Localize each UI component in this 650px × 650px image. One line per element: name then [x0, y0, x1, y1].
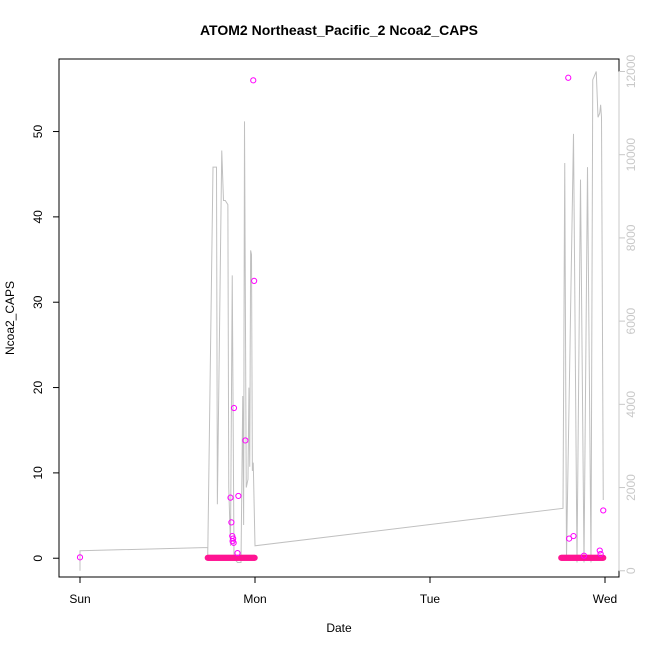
data-point	[596, 547, 603, 554]
data-point	[230, 539, 237, 546]
x-tick-label: Mon	[243, 592, 266, 606]
x-tick-label: Wed	[593, 592, 617, 606]
plot-frame	[58, 58, 620, 578]
data-point	[580, 552, 588, 559]
y2-tick-label: 2000	[624, 474, 638, 501]
data-point	[242, 437, 249, 444]
y2-axis: 0 2000 4000 6000 8000 10000 12000	[618, 54, 638, 574]
x-axis-label: Date	[326, 621, 352, 635]
data-point	[566, 535, 573, 542]
line-series	[79, 71, 604, 571]
chart-title: ATOM2 Northeast_Pacific_2 Ncoa2_CAPS	[200, 22, 478, 38]
data-point	[228, 519, 235, 526]
data-point	[570, 532, 577, 540]
x-axis: Sun Mon Tue Wed	[69, 576, 617, 606]
data-point	[234, 550, 241, 557]
x-tick-label: Sun	[69, 592, 90, 606]
y2-tick-label: 6000	[624, 307, 638, 334]
x-tick-label: Tue	[420, 592, 441, 606]
y2-tick-label: 10000	[624, 138, 638, 172]
data-point	[251, 554, 258, 561]
y2-tick-label: 0	[624, 567, 638, 574]
data-point	[565, 74, 572, 81]
point-series	[76, 74, 607, 561]
y-tick-label: 30	[31, 295, 45, 309]
y-tick-label: 10	[31, 466, 45, 480]
y2-tick-label: 12000	[624, 54, 638, 88]
y-axis-label: Ncoa2_CAPS	[3, 281, 17, 355]
y-tick-label: 50	[31, 125, 45, 139]
y2-tick-label: 4000	[624, 391, 638, 418]
y-axis: 0 10 20 30 40 50	[31, 125, 60, 562]
y2-tick-label: 8000	[624, 224, 638, 251]
y-tick-label: 40	[31, 210, 45, 224]
data-point	[251, 277, 258, 284]
data-point	[76, 554, 84, 561]
data-point	[230, 535, 237, 542]
data-point	[597, 550, 604, 558]
data-point	[600, 507, 607, 514]
data-point	[227, 494, 234, 501]
data-point	[250, 77, 257, 84]
y-tick-label: 0	[31, 555, 45, 562]
y-tick-label: 20	[31, 381, 45, 395]
line-series-path	[79, 71, 604, 571]
data-point	[230, 404, 238, 412]
data-point	[235, 492, 242, 500]
